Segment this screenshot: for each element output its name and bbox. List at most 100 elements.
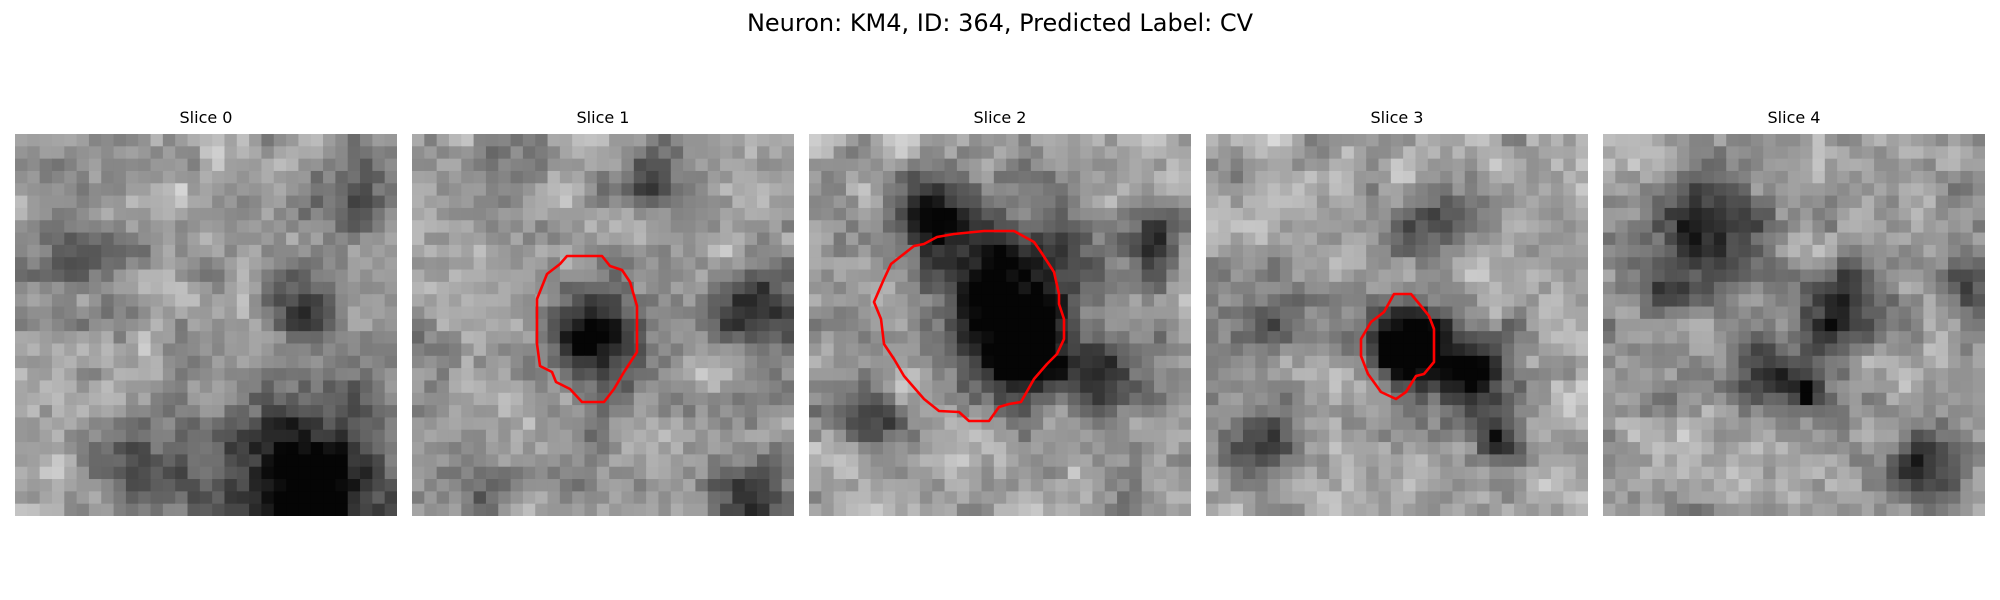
- image-pixel: [1812, 392, 1826, 406]
- image-pixel: [1452, 244, 1466, 258]
- image-pixel: [670, 442, 684, 455]
- image-pixel: [261, 232, 275, 246]
- image-pixel: [769, 454, 783, 468]
- image-pixel: [372, 220, 386, 234]
- image-pixel: [39, 146, 53, 160]
- image-pixel: [436, 232, 450, 246]
- image-pixel: [101, 257, 115, 271]
- image-pixel: [1218, 442, 1232, 455]
- image-pixel: [1080, 294, 1094, 308]
- image-pixel: [720, 429, 733, 443]
- image-pixel: [821, 429, 835, 443]
- image-pixel: [138, 220, 152, 234]
- image-pixel: [1390, 442, 1404, 455]
- image-pixel: [1452, 306, 1466, 320]
- image-pixel: [1874, 503, 1888, 516]
- image-pixel: [559, 442, 573, 455]
- image-pixel: [1080, 491, 1094, 505]
- image-pixel: [1763, 294, 1777, 308]
- image-pixel: [956, 257, 970, 271]
- image-pixel: [1652, 380, 1666, 394]
- image-pixel: [1464, 269, 1478, 283]
- image-pixel: [448, 158, 462, 172]
- image-pixel: [547, 134, 561, 147]
- image-pixel: [88, 479, 102, 492]
- image-pixel: [212, 392, 226, 406]
- image-pixel: [1526, 368, 1540, 382]
- image-pixel: [1775, 207, 1789, 221]
- image-pixel: [1935, 294, 1949, 308]
- image-pixel: [895, 417, 909, 431]
- image-pixel: [27, 417, 41, 431]
- image-pixel: [633, 281, 647, 295]
- image-pixel: [113, 417, 127, 431]
- image-pixel: [1911, 503, 1924, 516]
- image-pixel: [1898, 331, 1912, 345]
- image-pixel: [1676, 306, 1690, 320]
- image-pixel: [101, 294, 115, 308]
- image-pixel: [360, 479, 373, 492]
- image-pixel: [1911, 417, 1924, 431]
- image-pixel: [633, 429, 647, 443]
- image-pixel: [781, 368, 794, 382]
- image-pixel: [572, 195, 586, 209]
- image-pixel: [981, 368, 995, 382]
- image-pixel: [695, 380, 709, 394]
- image-pixel: [1750, 380, 1764, 394]
- image-pixel: [1464, 355, 1478, 369]
- image-pixel: [944, 294, 958, 308]
- image-pixel: [286, 257, 300, 271]
- image-pixel: [1366, 294, 1380, 308]
- image-pixel: [833, 355, 847, 369]
- image-pixel: [1713, 491, 1727, 505]
- image-pixel: [956, 158, 970, 172]
- image-pixel: [1501, 355, 1515, 369]
- image-pixel: [683, 195, 697, 209]
- image-pixel: [1206, 380, 1219, 394]
- image-pixel: [1166, 134, 1180, 147]
- image-pixel: [1726, 479, 1740, 492]
- image-pixel: [757, 257, 770, 271]
- image-pixel: [646, 244, 660, 258]
- image-pixel: [833, 195, 847, 209]
- image-pixel: [821, 392, 835, 406]
- image-pixel: [522, 417, 536, 431]
- image-pixel: [384, 158, 397, 172]
- image-pixel: [1664, 183, 1678, 197]
- image-pixel: [1738, 355, 1752, 369]
- image-pixel: [1030, 134, 1044, 147]
- image-pixel: [448, 134, 462, 147]
- image-pixel: [870, 392, 884, 406]
- image-pixel: [286, 281, 300, 295]
- image-pixel: [1341, 380, 1355, 394]
- image-pixel: [821, 281, 835, 295]
- image-pixel: [522, 220, 536, 234]
- image-pixel: [1129, 405, 1143, 419]
- image-pixel: [1030, 195, 1044, 209]
- image-pixel: [138, 503, 152, 516]
- image-pixel: [895, 195, 909, 209]
- image-pixel: [1861, 183, 1875, 197]
- image-pixel: [125, 146, 139, 160]
- image-pixel: [360, 269, 373, 283]
- image-pixel: [372, 429, 386, 443]
- image-pixel: [1763, 232, 1777, 246]
- image-pixel: [1366, 392, 1380, 406]
- image-pixel: [1948, 355, 1961, 369]
- image-pixel: [1603, 503, 1616, 516]
- image-pixel: [895, 269, 909, 283]
- image-pixel: [51, 183, 65, 197]
- image-pixel: [1575, 442, 1588, 455]
- image-pixel: [870, 207, 884, 221]
- image-pixel: [1316, 183, 1330, 197]
- image-pixel: [224, 429, 238, 443]
- image-pixel: [1526, 442, 1540, 455]
- image-pixel: [1787, 257, 1801, 271]
- image-pixel: [1874, 429, 1888, 443]
- image-pixel: [1166, 405, 1180, 419]
- image-pixel: [1067, 417, 1081, 431]
- image-pixel: [1861, 392, 1875, 406]
- image-pixel: [1652, 368, 1666, 382]
- image-pixel: [286, 207, 300, 221]
- image-pixel: [249, 269, 263, 283]
